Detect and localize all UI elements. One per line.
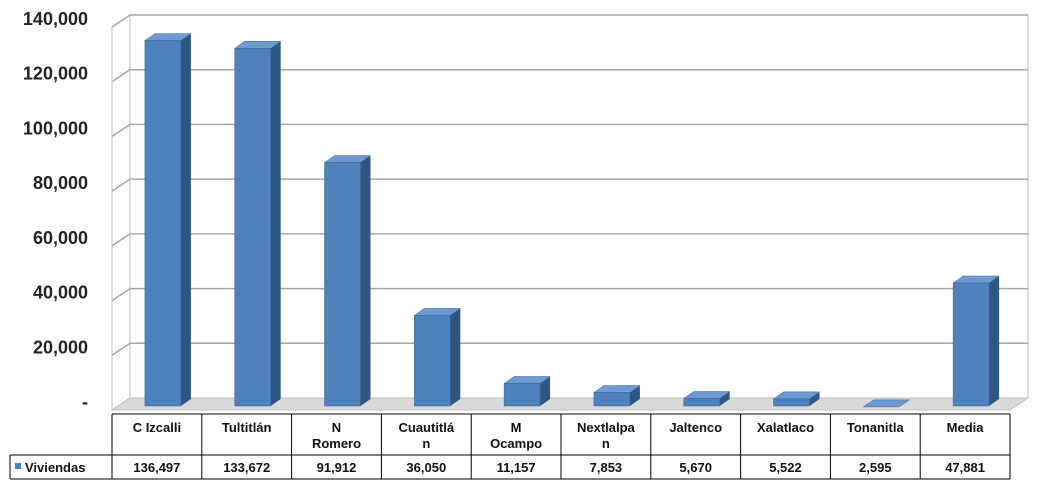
bar-front [773, 398, 810, 407]
data-value-label: 5,522 [769, 460, 802, 475]
category-label-line: Media [947, 420, 985, 435]
category-label-line: Ocampo [490, 436, 542, 451]
bar-front [593, 392, 631, 407]
bar-front [234, 48, 271, 407]
category-label: M Ocampo [490, 420, 542, 451]
bar-side [629, 385, 640, 406]
category-label: Tultitlán [222, 420, 272, 435]
bar-side [540, 376, 551, 406]
bar-side [450, 308, 461, 406]
category-label: Nextlalpa n [577, 420, 636, 451]
y-tick-label: 140,000 [23, 9, 88, 29]
data-value-label: 47,881 [945, 460, 985, 475]
legend-series-name: Viviendas [25, 460, 85, 475]
gridline [111, 68, 1028, 83]
y-tick-label: 60,000 [33, 228, 88, 248]
category-label-line: Cuautitlá [398, 420, 454, 435]
category-label-line: n [422, 436, 430, 451]
gridline [111, 14, 1028, 28]
bar [503, 376, 551, 407]
category-label-line: Tultitlán [222, 420, 272, 435]
category-label: N Romero [312, 420, 361, 451]
gridline [111, 178, 1028, 192]
bar-front [503, 383, 541, 407]
bar [952, 275, 1000, 407]
category-label-line: Jaltenco [669, 420, 722, 435]
bar-front [952, 282, 990, 407]
data-value-label: 7,853 [590, 460, 623, 475]
data-value-label: 5,670 [679, 460, 712, 475]
bar [233, 41, 282, 407]
y-tick-label: 20,000 [33, 337, 88, 357]
bar-front [683, 398, 720, 407]
gridline [111, 342, 1028, 356]
category-label-line: C Izcalli [133, 420, 181, 435]
category-label-line: Xalatlaco [757, 420, 814, 435]
data-value-label: 2,595 [859, 460, 892, 475]
category-label-line: Romero [312, 436, 361, 451]
y-axis: - 20,000 40,000 60,000 80,000 100,000 120,000 1… [23, 9, 113, 412]
bar [323, 155, 372, 407]
y-tick-label: 120,000 [23, 64, 88, 84]
data-value-label: 36,050 [406, 460, 446, 475]
bar-front [324, 162, 361, 407]
gridline [111, 287, 1028, 302]
bar-top [862, 399, 911, 408]
category-label: Tonanitla [847, 420, 905, 435]
category-label: Jaltenco [669, 420, 722, 435]
legend-key [15, 463, 21, 469]
bar [862, 399, 911, 408]
bar [144, 33, 192, 407]
data-table: Viviendas C Izcalli 136,497 Tultitlán 133,67… [9, 413, 1011, 480]
bar-side [360, 155, 371, 406]
data-value-label: 136,497 [133, 460, 180, 475]
category-label: Cuautitlá n [398, 420, 454, 451]
category-label-line: n [602, 436, 610, 451]
bar-side [270, 41, 281, 407]
y-tick-label: 80,000 [33, 173, 88, 193]
bar-side [719, 391, 730, 406]
category-label: Media [947, 420, 985, 435]
bar [593, 385, 641, 407]
bars [144, 33, 1000, 408]
y-tick-label: 40,000 [33, 283, 88, 303]
gridlines [111, 14, 1028, 356]
bar [772, 391, 821, 407]
category-label: C Izcalli [133, 420, 181, 435]
category-label: Xalatlaco [757, 420, 814, 435]
category-label-line: Tonanitla [847, 420, 905, 435]
bar [413, 308, 462, 407]
bar-side [989, 276, 1000, 406]
category-label-line: Nextlalpa [577, 420, 636, 435]
bar-side [180, 33, 191, 407]
gridline [111, 233, 1028, 247]
gridline [111, 123, 1028, 138]
bar-side [809, 391, 820, 406]
data-value-label: 11,157 [497, 460, 536, 475]
category-label-line: M [511, 420, 522, 435]
y-tick-label: 100,000 [23, 118, 88, 138]
y-tick-label: - [82, 392, 88, 412]
data-value-label: 91,912 [317, 460, 357, 475]
category-label-line: N [332, 420, 341, 435]
bar [682, 391, 731, 407]
bar-front [414, 315, 451, 407]
bar-front [144, 40, 182, 407]
data-value-label: 133,672 [223, 460, 270, 475]
